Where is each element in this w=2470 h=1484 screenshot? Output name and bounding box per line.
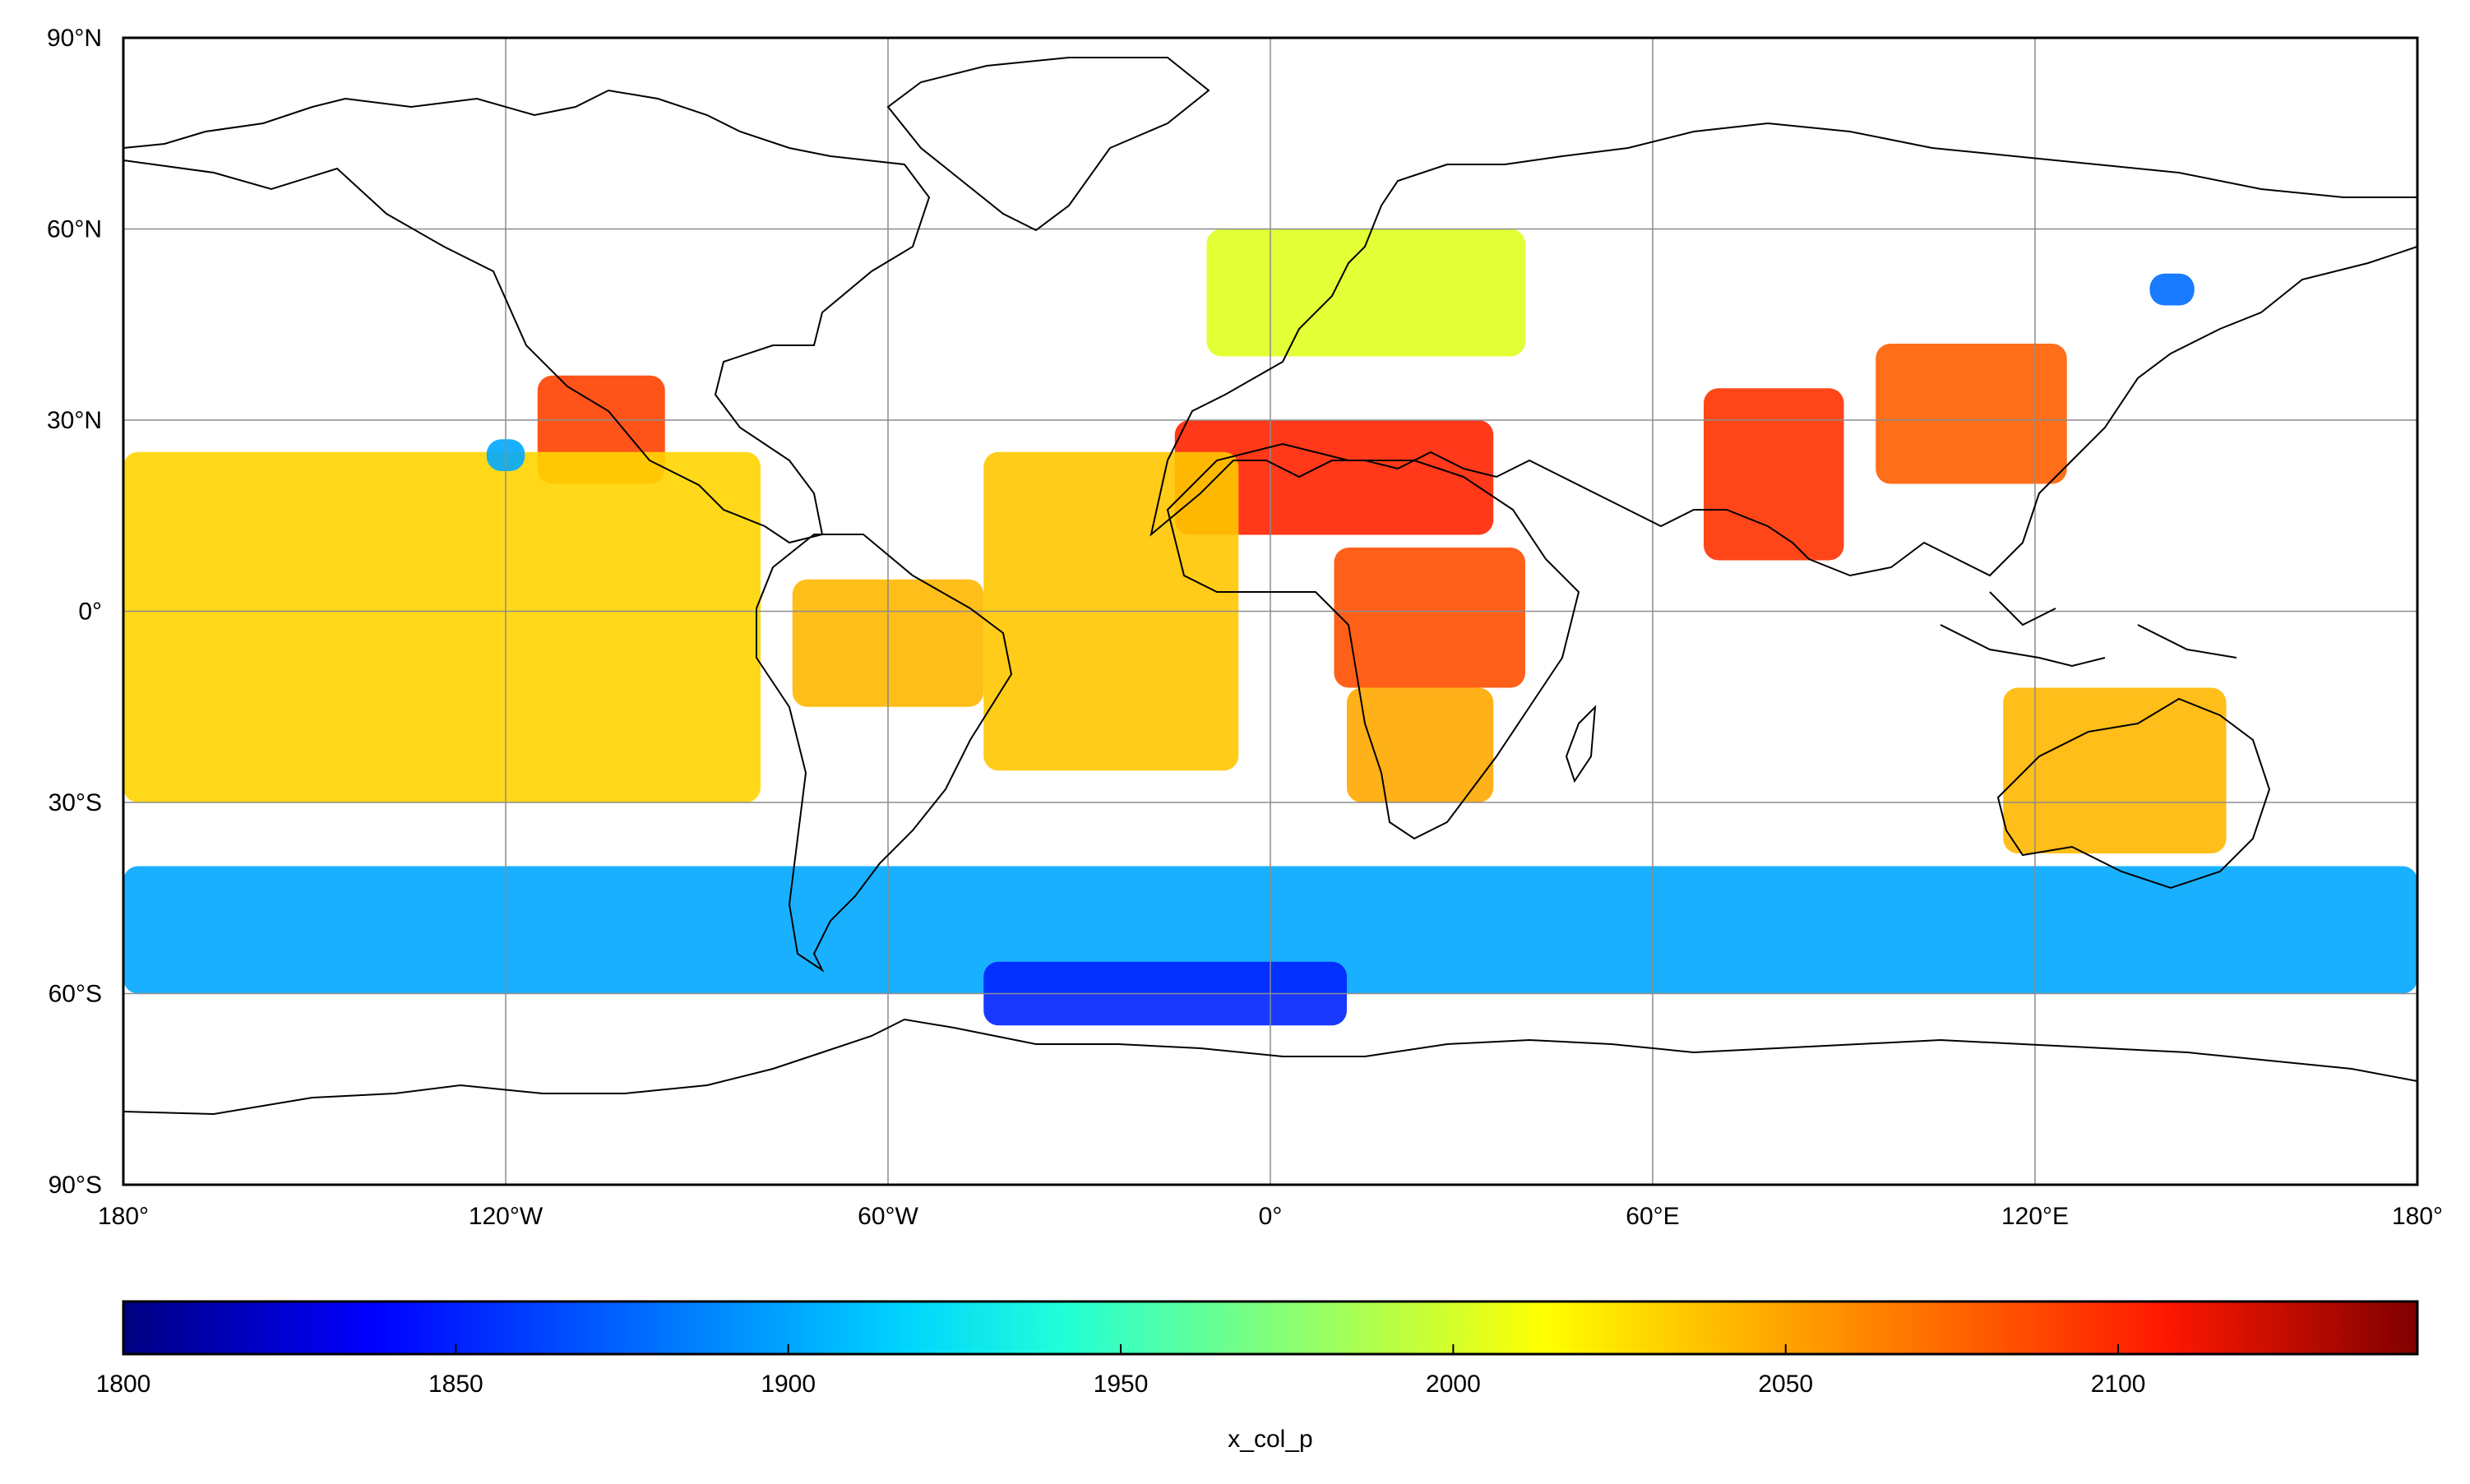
colorbar-tick-label: 2100 (2091, 1371, 2146, 1398)
coastline-madagascar (1565, 705, 1597, 784)
colorbar (122, 1300, 2419, 1356)
coastline-greenland (886, 57, 1210, 232)
coastlines (123, 57, 2417, 1116)
coastline-indonesia (1940, 591, 2237, 668)
latitude-tick-label: 0° (78, 599, 102, 626)
latitude-tick-label: 60°S (49, 981, 102, 1008)
heatmap-region (1876, 344, 2067, 484)
coastline-north-america (123, 89, 931, 544)
longitude-tick-label: 60°E (1626, 1203, 1679, 1230)
longitude-tick-label: 180° (2392, 1203, 2443, 1230)
longitude-tick-label: 180° (98, 1203, 149, 1230)
coastline-eurasia (1149, 122, 2417, 577)
coastline-australia (1996, 697, 2271, 890)
colorbar-tick-label: 1850 (428, 1371, 483, 1398)
colorbar-tick-label: 1900 (761, 1371, 816, 1398)
longitude-tick-label: 0° (1259, 1203, 1283, 1230)
latitude-tick-label: 30°N (47, 407, 102, 434)
heatmap-region (1704, 388, 1844, 561)
latitude-tick-label: 30°S (49, 789, 102, 816)
heatmap-region (2003, 687, 2227, 853)
colorbar-ticks: 1800 1850 1900 1950 2000 2050 2100 (96, 1344, 2146, 1398)
latitude-tick-label: 90°N (47, 25, 102, 52)
colorbar-tick-label: 1800 (96, 1371, 151, 1398)
heatmap-region (123, 451, 761, 802)
longitude-tick-label: 120°E (2001, 1203, 2069, 1230)
heatmap-region (2149, 273, 2195, 306)
latitude-tick-labels: 90°N 60°N 30°N 0° 30°S 60°S 90°S (47, 25, 102, 1199)
latitude-tick-label: 60°N (47, 216, 102, 243)
coastline-antarctica (123, 1018, 2417, 1116)
heatmap-data-layer (123, 229, 2417, 1026)
colorbar-tick-label: 2050 (1758, 1371, 1813, 1398)
longitude-tick-label: 60°W (858, 1203, 918, 1230)
heatmap-region (1174, 420, 1494, 535)
longitude-tick-labels: 180° 120°W 60°W 0° 60°E 120°E 180° (98, 1203, 2443, 1230)
longitude-tick-label: 120°W (469, 1203, 543, 1230)
gridlines (123, 38, 2417, 1185)
coastline-africa (1166, 442, 1580, 840)
heatmap-region (1206, 229, 1525, 357)
heatmap-region (1347, 687, 1494, 802)
colorbar-tick-label: 1950 (1094, 1371, 1149, 1398)
colorbar-label: x_col_p (1228, 1426, 1312, 1453)
coastline-south-america (756, 534, 1013, 973)
colorbar-tick-label: 2000 (1426, 1371, 1481, 1398)
plot-frame (122, 36, 2419, 1186)
latitude-tick-label: 90°S (49, 1172, 102, 1199)
heatmap-region (1334, 548, 1525, 688)
